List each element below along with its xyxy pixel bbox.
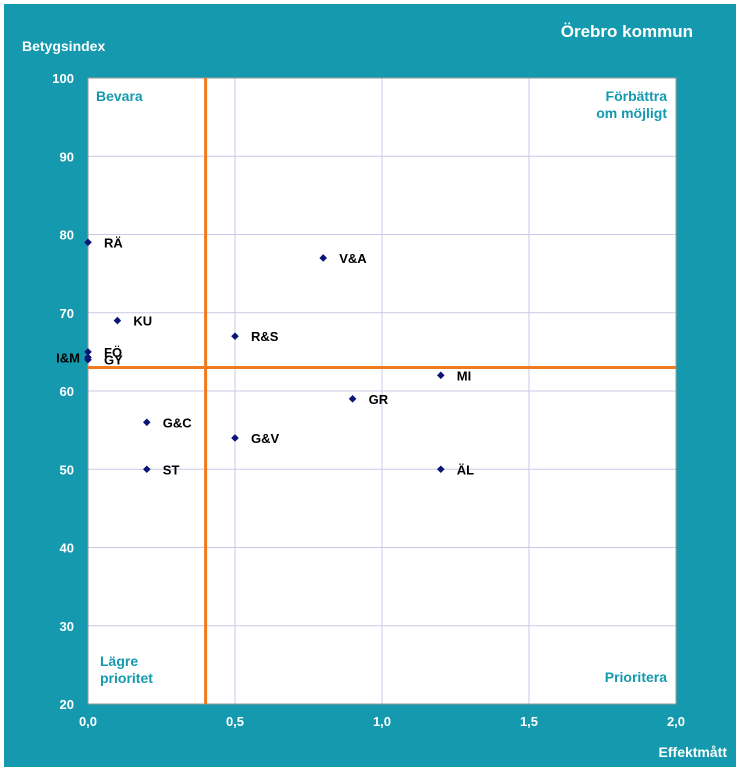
data-point-label: MI: [457, 368, 471, 383]
data-point-label: ST: [163, 462, 180, 477]
y-tick-label: 50: [60, 462, 74, 477]
data-point-label: GY: [104, 353, 123, 368]
y-tick-label: 20: [60, 697, 74, 712]
chart-title: Örebro kommun: [561, 22, 693, 41]
data-point-label: G&C: [163, 415, 193, 430]
data-point-label: KU: [133, 314, 152, 329]
data-point: [143, 418, 151, 427]
x-axis-label: Effektmått: [659, 744, 728, 760]
x-tick-label: 1,0: [373, 714, 391, 729]
x-tick-label: 2,0: [667, 714, 685, 729]
data-point: [231, 434, 239, 442]
data-point-label: R&S: [251, 329, 279, 344]
axis-ticks: 20 30 40 50 60 70 80 90 100 0,0 0,5 1,0 1,5 2,0: [52, 71, 685, 729]
data-point-label: I&M: [56, 350, 80, 365]
data-points: RÄ V&A KU R&S FÖ I&M GY MI GR G&C G&V ST ÄL: [56, 235, 474, 477]
plot-border: [87, 77, 677, 705]
data-point: [437, 465, 445, 474]
y-tick-label: 40: [60, 541, 74, 556]
quadrant-label-bottom-left: prioritet: [100, 670, 153, 686]
data-point: [319, 254, 327, 262]
data-point: [84, 238, 92, 247]
data-point-label: GR: [369, 392, 389, 407]
x-tick-label: 0,0: [79, 714, 97, 729]
data-point: [348, 395, 357, 403]
quadrant-label-top-right: om möjligt: [596, 105, 667, 121]
data-point: [143, 465, 151, 474]
data-point-label: RÄ: [104, 235, 123, 250]
y-tick-label: 100: [52, 71, 74, 86]
quadrant-label-top-right: Förbättra: [606, 88, 668, 104]
y-tick-label: 60: [60, 384, 74, 399]
data-point: [437, 371, 445, 380]
data-point-label: V&A: [339, 251, 367, 266]
data-point-label: FÖ: [104, 345, 122, 360]
y-tick-label: 90: [60, 149, 74, 164]
data-point: [231, 332, 239, 341]
y-tick-label: 70: [60, 306, 74, 321]
x-tick-label: 1,5: [520, 714, 538, 729]
data-point: [84, 348, 92, 356]
y-axis-label: Betygsindex: [22, 38, 105, 54]
x-tick-label: 0,5: [226, 714, 244, 729]
data-point-label: G&V: [251, 431, 280, 446]
data-point: [84, 355, 92, 364]
y-tick-label: 30: [60, 619, 74, 634]
y-tick-label: 80: [60, 228, 74, 243]
quadrant-label-bottom-right: Prioritera: [605, 669, 667, 685]
data-point: [113, 316, 122, 325]
quadrant-label-bottom-left: Lägre: [100, 653, 138, 669]
quadrant-lines: [88, 78, 676, 704]
quadrant-label-top-left: Bevara: [96, 88, 143, 104]
grid: [87, 77, 677, 705]
data-point-label: ÄL: [457, 462, 474, 477]
